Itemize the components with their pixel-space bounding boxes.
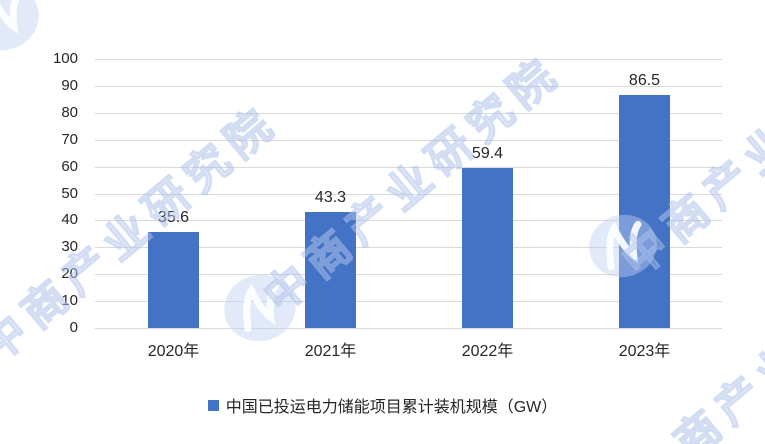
y-axis-tick-label: 100 [52, 50, 78, 67]
x-axis-label: 2022年 [461, 343, 514, 360]
y-axis-tick-label: 70 [61, 130, 78, 148]
bar [619, 95, 670, 328]
gridline [95, 112, 722, 114]
bar-value-label: 43.3 [314, 188, 347, 206]
y-axis-tick-label: 0 [69, 319, 78, 336]
y-axis-tick-label: 60 [61, 157, 78, 175]
gridline [95, 85, 722, 87]
gridline [95, 193, 722, 195]
y-axis-tick-label: 20 [61, 265, 78, 283]
y-axis-tick-label: 10 [61, 292, 78, 310]
chart-legend: 中国已投运电力储能项目累计装机规模（GW） [0, 392, 765, 418]
x-axis-label: 2023年 [618, 343, 671, 360]
bar-value-label: 35.6 [157, 209, 190, 227]
legend-label: 中国已投运电力储能项目累计装机规模（GW） [225, 399, 558, 416]
gridline [95, 139, 722, 141]
y-axis-tick-label: 90 [61, 76, 78, 94]
y-axis-tick-label: 80 [61, 103, 78, 121]
bar [148, 232, 199, 328]
gridline [95, 247, 722, 249]
y-axis-tick-label: 40 [61, 211, 78, 229]
watermark-logo-icon [224, 274, 296, 342]
legend-marker-icon [207, 399, 219, 411]
bar [305, 211, 356, 328]
x-axis-label: 2021年 [304, 343, 357, 360]
y-axis-tick-label: 50 [61, 184, 78, 202]
gridline [95, 274, 722, 276]
gridline [95, 328, 722, 329]
y-axis-tick-label: 30 [61, 238, 78, 256]
gridline [95, 220, 722, 222]
bar-value-label: 86.5 [628, 72, 661, 90]
gridline [95, 166, 722, 168]
gridline [95, 301, 722, 303]
gridline [95, 59, 722, 60]
bar [462, 168, 513, 328]
x-axis-label: 2020年 [147, 343, 200, 360]
bar-value-label: 59.4 [471, 145, 504, 163]
watermark-text: 中商产业研究院 [254, 45, 571, 323]
